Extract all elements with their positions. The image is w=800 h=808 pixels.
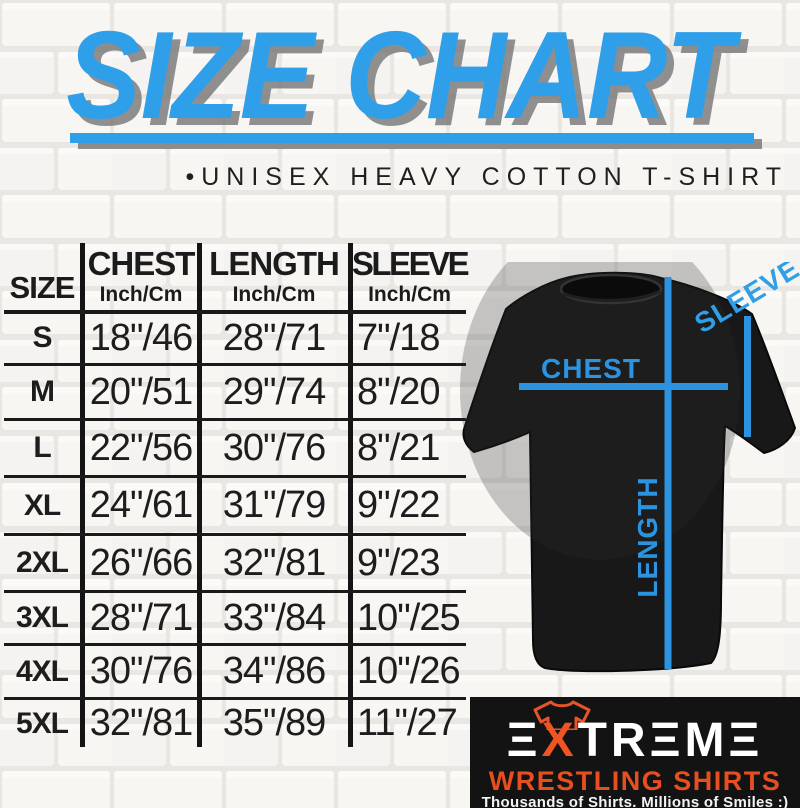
length-value: 31"/79 xyxy=(222,484,327,526)
chest-value: 28"/71 xyxy=(89,596,194,639)
table-row: L 22"/56 30"/76 8"/21 xyxy=(4,421,466,475)
title-underline xyxy=(70,133,754,143)
chest-value: 24"/61 xyxy=(89,484,194,526)
table-row: M 20"/51 29"/74 8"/20 xyxy=(4,366,466,418)
chest-value: 32"/81 xyxy=(89,702,194,744)
chest-value: 20"/51 xyxy=(89,370,194,413)
size-label: 2XL xyxy=(15,546,69,579)
collar xyxy=(559,273,663,305)
sleeve-measure-line xyxy=(744,316,751,437)
brand-name: ΞXTRΞMΞ xyxy=(470,717,800,765)
length-value: 35"/89 xyxy=(222,702,327,744)
brand-tagline: Thousands of Shirts. Millions of Smiles … xyxy=(481,794,789,808)
column-header-size: SIZE xyxy=(9,270,76,305)
column-header-sleeve: SLEEVE xyxy=(351,244,470,282)
size-label: M xyxy=(30,375,55,408)
page-title: SIZE CHART xyxy=(66,7,734,145)
length-value: 34"/86 xyxy=(222,650,327,692)
tshirt-measurement-diagram: CHEST LENGTH SLEEVE xyxy=(460,262,800,673)
table-row: 5XL 32"/81 35"/89 11"/27 xyxy=(4,700,466,747)
sleeve-value: 8"/21 xyxy=(357,426,440,469)
chest-value: 22"/56 xyxy=(89,426,194,469)
column-header-length: LENGTH xyxy=(209,244,340,282)
sleeve-value: 8"/20 xyxy=(357,370,440,413)
chest-measure-line xyxy=(519,383,728,390)
sleeve-value: 10"/25 xyxy=(357,596,461,639)
chest-value: 18"/46 xyxy=(89,316,194,359)
sleeve-value: 9"/22 xyxy=(357,484,440,526)
brand-letters-rest: TRΞMΞ xyxy=(577,714,764,767)
chest-value: 26"/66 xyxy=(89,541,194,584)
table-row-divider xyxy=(4,643,466,646)
table-row: 2XL 26"/66 32"/81 9"/23 xyxy=(4,536,466,590)
tshirt-icon xyxy=(533,700,591,730)
sleeve-value: 10"/26 xyxy=(357,650,461,692)
table-column-divider xyxy=(80,243,85,747)
table-row-divider xyxy=(4,590,466,593)
length-diagram-label: LENGTH xyxy=(632,476,663,597)
brand-letter-x: X xyxy=(541,714,578,767)
table-row: 4XL 30"/76 34"/86 10"/26 xyxy=(4,646,466,697)
size-label: XL xyxy=(23,488,61,522)
length-value: 30"/76 xyxy=(222,426,327,469)
table-row: S 18"/46 28"/71 7"/18 xyxy=(4,313,466,363)
length-value: 29"/74 xyxy=(222,370,327,413)
length-value: 33"/84 xyxy=(222,596,327,639)
sleeve-value: 11"/27 xyxy=(357,702,458,744)
size-label: 5XL xyxy=(15,706,69,740)
column-header-chest: CHEST xyxy=(87,244,196,282)
size-table: SIZE CHEST LENGTH SLEEVE Inch/Cm Inch/Cm… xyxy=(4,243,470,747)
page-subtitle: •UNISEX HEAVY COTTON T-SHIRT xyxy=(185,163,788,191)
brand-logo: ΞXTRΞMΞ WRESTLING SHIRTS Thousands of Sh… xyxy=(470,697,800,808)
length-value: 28"/71 xyxy=(222,316,327,359)
chest-value: 30"/76 xyxy=(89,650,194,692)
column-subheader-sleeve: Inch/Cm xyxy=(368,283,451,306)
brand-letter-e: Ξ xyxy=(506,714,542,767)
table-row: XL 24"/61 31"/79 9"/22 xyxy=(4,478,466,533)
table-header-divider xyxy=(4,310,466,314)
table-column-divider xyxy=(348,243,353,747)
sleeve-value: 7"/18 xyxy=(357,316,440,359)
size-label: 3XL xyxy=(15,601,69,634)
tshirt-silhouette xyxy=(462,271,797,673)
size-label: S xyxy=(32,321,52,354)
column-subheader-length: Inch/Cm xyxy=(232,283,316,306)
table-row-divider xyxy=(4,533,466,536)
length-measure-line xyxy=(664,277,672,669)
brand-subtitle: WRESTLING SHIRTS xyxy=(488,766,782,796)
table-row-divider xyxy=(4,418,466,421)
size-label: L xyxy=(33,431,51,464)
size-label: 4XL xyxy=(15,654,69,688)
column-subheader-chest: Inch/Cm xyxy=(99,283,183,306)
table-row: 3XL 28"/71 33"/84 10"/25 xyxy=(4,593,466,643)
table-row-divider xyxy=(4,363,466,366)
table-column-divider xyxy=(197,243,202,747)
sleeve-value: 9"/23 xyxy=(357,541,440,584)
length-value: 32"/81 xyxy=(222,541,327,584)
table-row-divider xyxy=(4,697,466,700)
collar-seam xyxy=(562,289,661,302)
table-row-divider xyxy=(4,475,466,478)
chest-diagram-label: CHEST xyxy=(541,353,641,384)
